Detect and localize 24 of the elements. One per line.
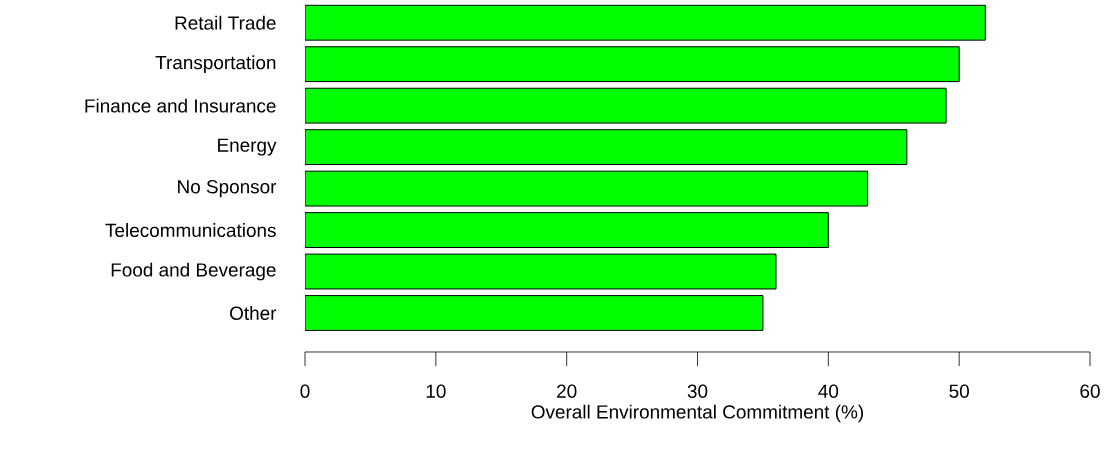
bar	[305, 46, 960, 83]
y-tick-label: Telecommunications	[105, 223, 276, 238]
bar	[305, 129, 908, 166]
y-tick-label: Retail Trade	[175, 15, 276, 30]
x-tick-label: 30	[687, 384, 708, 398]
y-tick-label: Finance and Insurance	[85, 98, 276, 113]
bar	[305, 295, 764, 331]
x-axis-title: Overall Environmental Commitment (%)	[531, 404, 863, 423]
bar	[305, 170, 869, 207]
x-tick-label: 60	[1080, 384, 1100, 398]
bar	[305, 87, 947, 124]
y-tick-label: No Sponsor	[178, 180, 277, 198]
x-tick-label: 20	[557, 384, 577, 398]
bar	[305, 4, 986, 41]
bar	[305, 212, 829, 248]
x-tick-label: 10	[426, 384, 446, 398]
x-tick-label: 0	[300, 384, 310, 398]
y-tick-label: Transportation	[155, 55, 276, 74]
bar	[305, 253, 777, 290]
x-tick-label: 40	[818, 384, 839, 398]
x-tick-label: 50	[949, 384, 969, 398]
y-tick-label: Other	[230, 306, 277, 320]
y-tick-label: Energy	[218, 138, 277, 156]
y-tick-label: Food and Beverage	[111, 262, 276, 281]
